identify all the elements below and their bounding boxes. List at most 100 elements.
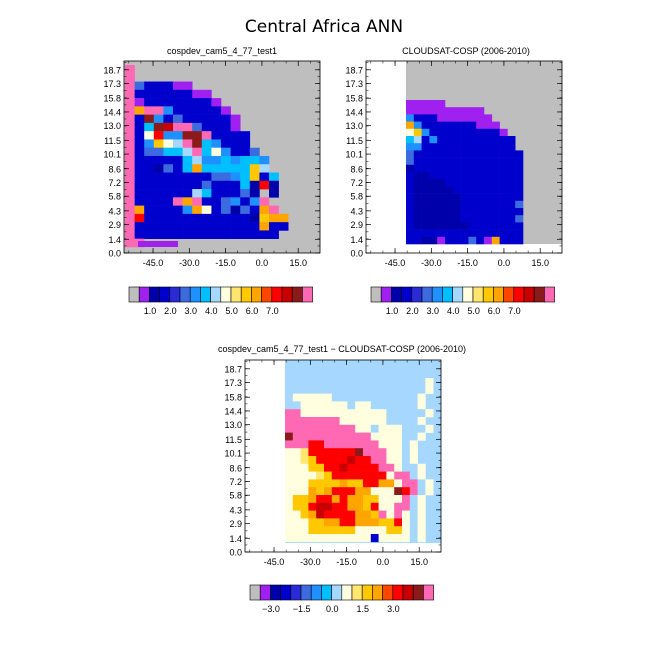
heatmap-cell bbox=[269, 230, 279, 239]
heatmap-cell bbox=[417, 471, 426, 480]
y-tick-label: 1.4 bbox=[229, 534, 242, 544]
heatmap-cell bbox=[144, 189, 155, 198]
heatmap-cell bbox=[285, 432, 294, 441]
heatmap-cell bbox=[402, 448, 411, 457]
heatmap-cell bbox=[144, 164, 155, 173]
heatmap-cell bbox=[378, 432, 387, 441]
colorbar-swatch bbox=[380, 286, 392, 303]
heatmap-cell bbox=[452, 136, 461, 144]
heatmap-cell bbox=[173, 122, 183, 132]
heatmap-cell bbox=[144, 230, 155, 239]
heatmap-cell bbox=[413, 128, 422, 137]
colorbar-swatch bbox=[421, 286, 433, 303]
heatmap-cell bbox=[460, 172, 469, 180]
heatmap-cell bbox=[394, 440, 403, 449]
heatmap-cell bbox=[285, 487, 294, 496]
y-tick-label: 17.3 bbox=[103, 79, 121, 89]
colorbar-label: 1.5 bbox=[357, 604, 370, 614]
y-tick-label: 5.8 bbox=[229, 491, 242, 501]
heatmap-cell bbox=[240, 164, 251, 173]
heatmap-cell bbox=[173, 147, 183, 157]
heatmap-cell bbox=[507, 236, 516, 245]
heatmap-cell bbox=[394, 385, 403, 394]
heatmap-cell bbox=[409, 417, 418, 426]
heatmap-cell bbox=[300, 502, 309, 511]
heatmap-cell bbox=[363, 409, 372, 418]
heatmap-cell bbox=[339, 456, 348, 465]
heatmap-cell bbox=[476, 229, 485, 238]
heatmap-cell bbox=[452, 172, 461, 180]
colorbar-label: 4.0 bbox=[447, 306, 460, 316]
heatmap-cell bbox=[300, 401, 309, 410]
heatmap-cell bbox=[437, 193, 446, 202]
heatmap-cell bbox=[409, 409, 418, 418]
heatmap-cell bbox=[452, 164, 461, 173]
heatmap-cell bbox=[324, 401, 333, 410]
heatmap-cell bbox=[269, 213, 279, 223]
heatmap-cell bbox=[417, 463, 426, 472]
heatmap-cell bbox=[182, 197, 193, 206]
heatmap-cell bbox=[499, 164, 508, 173]
heatmap-cell bbox=[421, 222, 430, 230]
heatmap-cell bbox=[437, 208, 446, 216]
colorbar-swatch bbox=[452, 286, 464, 303]
heatmap-cell bbox=[409, 526, 418, 535]
heatmap-cell bbox=[437, 121, 446, 130]
y-tick-label: 4.3 bbox=[229, 505, 242, 515]
heatmap-cell bbox=[300, 510, 309, 519]
heatmap-cell bbox=[413, 121, 422, 130]
colorbar-swatch bbox=[493, 286, 504, 303]
heatmap-cell bbox=[409, 479, 418, 488]
heatmap-cell bbox=[452, 121, 461, 130]
heatmap-cell bbox=[378, 463, 387, 472]
heatmap-cell bbox=[300, 479, 309, 488]
heatmap-cell bbox=[406, 100, 415, 108]
heatmap-cell bbox=[285, 463, 294, 472]
heatmap-cell bbox=[308, 526, 317, 535]
heatmap-cell bbox=[221, 114, 231, 124]
heatmap-cell bbox=[515, 222, 524, 230]
heatmap-cell bbox=[437, 229, 446, 238]
heatmap-cell bbox=[221, 222, 231, 231]
heatmap-cell bbox=[499, 150, 508, 158]
colorbar-swatch bbox=[138, 286, 150, 303]
heatmap-cell bbox=[125, 222, 135, 231]
heatmap-cell bbox=[394, 471, 403, 480]
heatmap-cell bbox=[452, 236, 461, 245]
heatmap-cell bbox=[476, 222, 485, 230]
panel-diff-title: cospdev_cam5_4_77_test1 − CLOUDSAT-COSP … bbox=[218, 344, 466, 354]
x-tick-label: 15.0 bbox=[531, 258, 549, 268]
heatmap-cell bbox=[316, 401, 325, 410]
heatmap-cell bbox=[300, 432, 309, 441]
heatmap-cell bbox=[421, 164, 430, 173]
heatmap-cell bbox=[421, 200, 430, 209]
heatmap-cell bbox=[413, 200, 422, 209]
heatmap-cell bbox=[468, 150, 477, 158]
y-tick-label: 2.9 bbox=[350, 220, 363, 230]
heatmap-cell bbox=[201, 180, 212, 190]
heatmap-cell bbox=[308, 424, 317, 433]
heatmap-cell bbox=[363, 502, 372, 511]
colorbar-label: 1.0 bbox=[144, 306, 157, 316]
heatmap-cell bbox=[221, 155, 231, 165]
heatmap-cell bbox=[421, 143, 430, 151]
heatmap-cell bbox=[484, 143, 493, 151]
heatmap-cell bbox=[285, 401, 294, 410]
heatmap-cell bbox=[491, 172, 500, 180]
heatmap-cell bbox=[347, 534, 356, 543]
heatmap-cell bbox=[292, 393, 301, 402]
heatmap-cell bbox=[370, 463, 379, 472]
heatmap-cell bbox=[409, 502, 418, 511]
heatmap-cell bbox=[285, 471, 294, 480]
heatmap-cell bbox=[445, 186, 454, 194]
heatmap-cell bbox=[452, 157, 461, 166]
heatmap-cell bbox=[249, 147, 260, 157]
panel-obs-heatmap bbox=[406, 61, 562, 245]
heatmap-cell bbox=[211, 197, 222, 206]
heatmap-cell bbox=[468, 128, 477, 137]
heatmap-cell bbox=[182, 213, 193, 223]
heatmap-cell bbox=[394, 518, 403, 527]
colorbar-label: 5.0 bbox=[467, 306, 480, 316]
heatmap-cell bbox=[221, 197, 231, 206]
heatmap-cell bbox=[163, 222, 174, 231]
